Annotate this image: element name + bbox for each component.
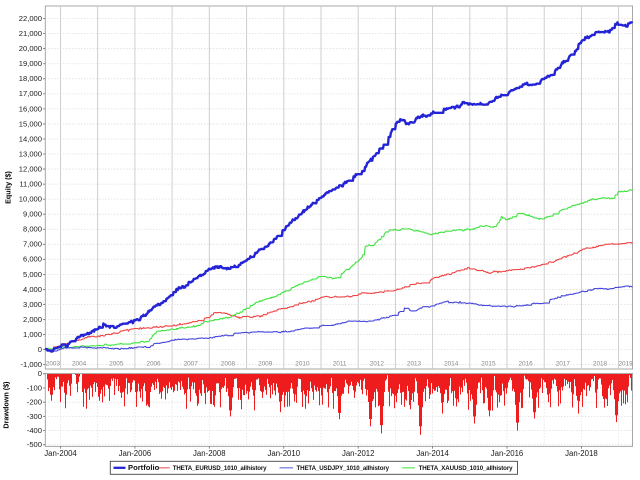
svg-text:2010: 2010 [295,361,310,368]
svg-text:2005: 2005 [109,361,124,368]
svg-text:2013: 2013 [407,361,422,368]
svg-text:2008: 2008 [221,361,236,368]
svg-text:Jan-2006: Jan-2006 [119,449,152,458]
svg-text:21,000: 21,000 [19,29,42,38]
svg-text:THETA_USDJPY_1010_allhistory: THETA_USDJPY_1010_allhistory [297,465,390,472]
svg-text:Jan-2010: Jan-2010 [268,449,301,458]
svg-text:8,000: 8,000 [23,225,42,234]
svg-text:Equity ($): Equity ($) [4,171,13,204]
svg-text:Jan-2012: Jan-2012 [342,449,375,458]
svg-text:3,000: 3,000 [23,300,42,309]
svg-text:12,000: 12,000 [19,164,42,173]
svg-text:Drawdown ($): Drawdown ($) [2,381,11,429]
svg-text:2,000: 2,000 [23,315,42,324]
svg-text:Jan-2016: Jan-2016 [491,449,524,458]
svg-text:THETA_XAUUSD_1010_allhistory: THETA_XAUUSD_1010_allhistory [419,465,513,472]
svg-text:-500: -500 [27,440,42,449]
svg-text:2017: 2017 [556,361,571,368]
svg-text:2007: 2007 [184,361,199,368]
svg-text:9,000: 9,000 [23,210,42,219]
svg-text:2016: 2016 [518,361,533,368]
svg-text:7,000: 7,000 [23,240,42,249]
svg-text:2018: 2018 [593,361,608,368]
svg-text:18,000: 18,000 [19,74,42,83]
svg-text:15,000: 15,000 [19,119,42,128]
svg-text:0: 0 [38,345,42,354]
svg-text:22,000: 22,000 [19,14,42,23]
svg-text:2003: 2003 [46,361,61,368]
svg-text:4,000: 4,000 [23,285,42,294]
svg-text:Jan-2018: Jan-2018 [565,449,598,458]
svg-text:20,000: 20,000 [19,44,42,53]
svg-text:2012: 2012 [370,361,385,368]
svg-text:-100: -100 [27,383,42,392]
svg-text:2009: 2009 [258,361,273,368]
svg-text:13,000: 13,000 [19,149,42,158]
svg-text:2004: 2004 [72,361,87,368]
svg-text:Jan-2004: Jan-2004 [44,449,77,458]
svg-text:2011: 2011 [333,361,347,368]
svg-text:0: 0 [38,369,42,378]
svg-text:19,000: 19,000 [19,59,42,68]
svg-text:2019: 2019 [618,361,633,368]
svg-text:Portfolio: Portfolio [128,463,160,472]
svg-text:6,000: 6,000 [23,255,42,264]
svg-text:-300: -300 [27,412,42,421]
svg-text:1,000: 1,000 [23,330,42,339]
svg-text:-200: -200 [27,398,42,407]
svg-text:10,000: 10,000 [19,195,42,204]
svg-text:5,000: 5,000 [23,270,42,279]
svg-text:Jan-2014: Jan-2014 [416,449,449,458]
svg-text:2006: 2006 [146,361,161,368]
svg-text:11,000: 11,000 [19,180,42,189]
svg-text:-1,000: -1,000 [20,360,42,369]
svg-text:THETA_EURUSD_1010_allhistory: THETA_EURUSD_1010_allhistory [173,465,267,472]
svg-text:2014: 2014 [444,361,459,368]
svg-text:Jan-2008: Jan-2008 [193,449,226,458]
svg-text:17,000: 17,000 [19,89,42,98]
svg-text:-400: -400 [27,426,42,435]
svg-text:14,000: 14,000 [19,134,42,143]
svg-text:2015: 2015 [481,361,496,368]
svg-text:16,000: 16,000 [19,104,42,113]
